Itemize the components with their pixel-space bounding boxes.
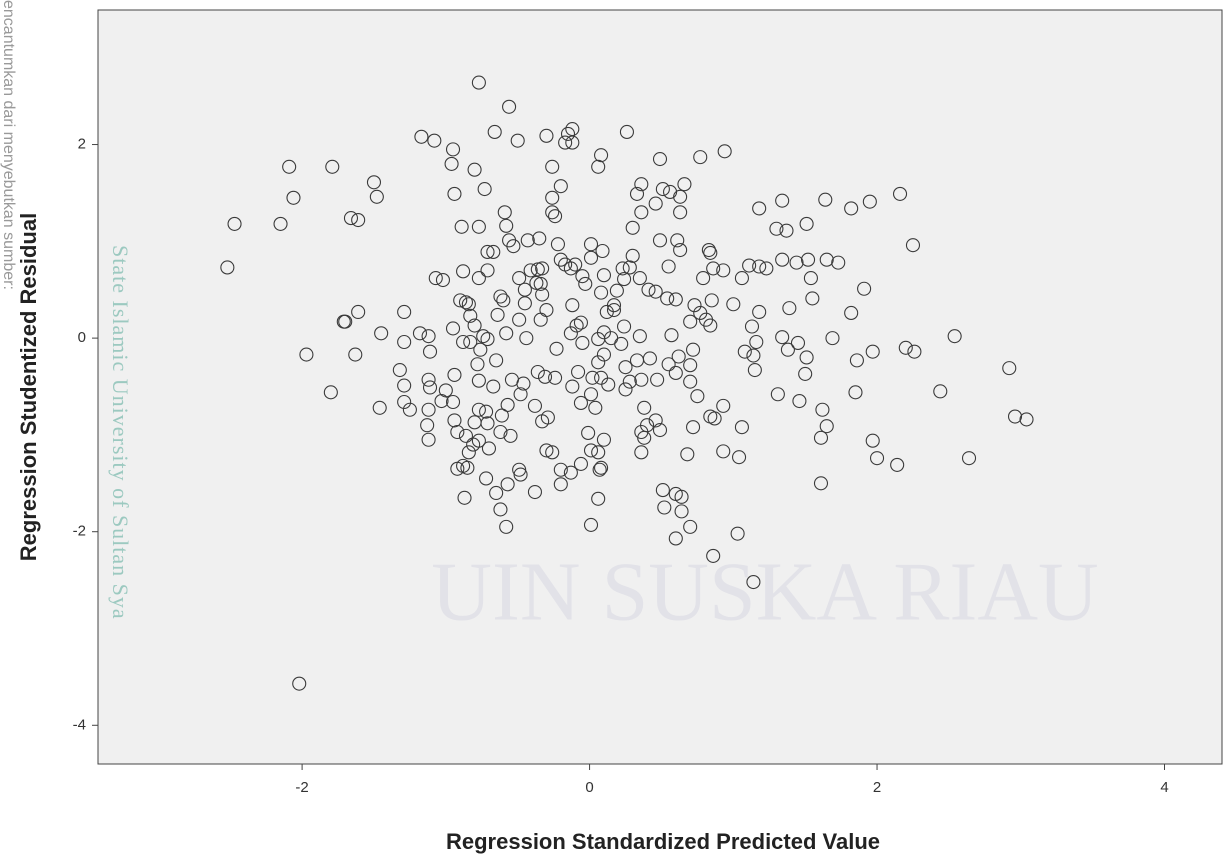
y-tick-label: -4	[73, 716, 86, 733]
watermark-edge: encantumkan dari menyebutkan sumber:	[0, 0, 17, 290]
watermark-vertical: State Islamic University of Sultan Sya	[108, 245, 133, 620]
x-tick-label: 2	[873, 779, 881, 796]
watermark-center: UIN SUSKA RIAU	[431, 545, 1098, 638]
plot-area	[98, 10, 1222, 764]
y-tick-label: 0	[78, 329, 86, 346]
x-tick-label: 0	[585, 779, 593, 796]
y-axis-title: Regression Studentized Residual	[16, 213, 41, 561]
page: {"chart_data": { "type": "scatter", "x_l…	[0, 0, 1225, 857]
y-tick-label: -2	[73, 523, 86, 540]
y-tick-label: 2	[78, 136, 86, 153]
x-tick-label: -2	[295, 779, 308, 796]
chart: Regression Standardized Predicted Value …	[0, 0, 1225, 857]
x-tick-label: 4	[1160, 779, 1168, 796]
x-axis-title: Regression Standardized Predicted Value	[446, 829, 880, 854]
